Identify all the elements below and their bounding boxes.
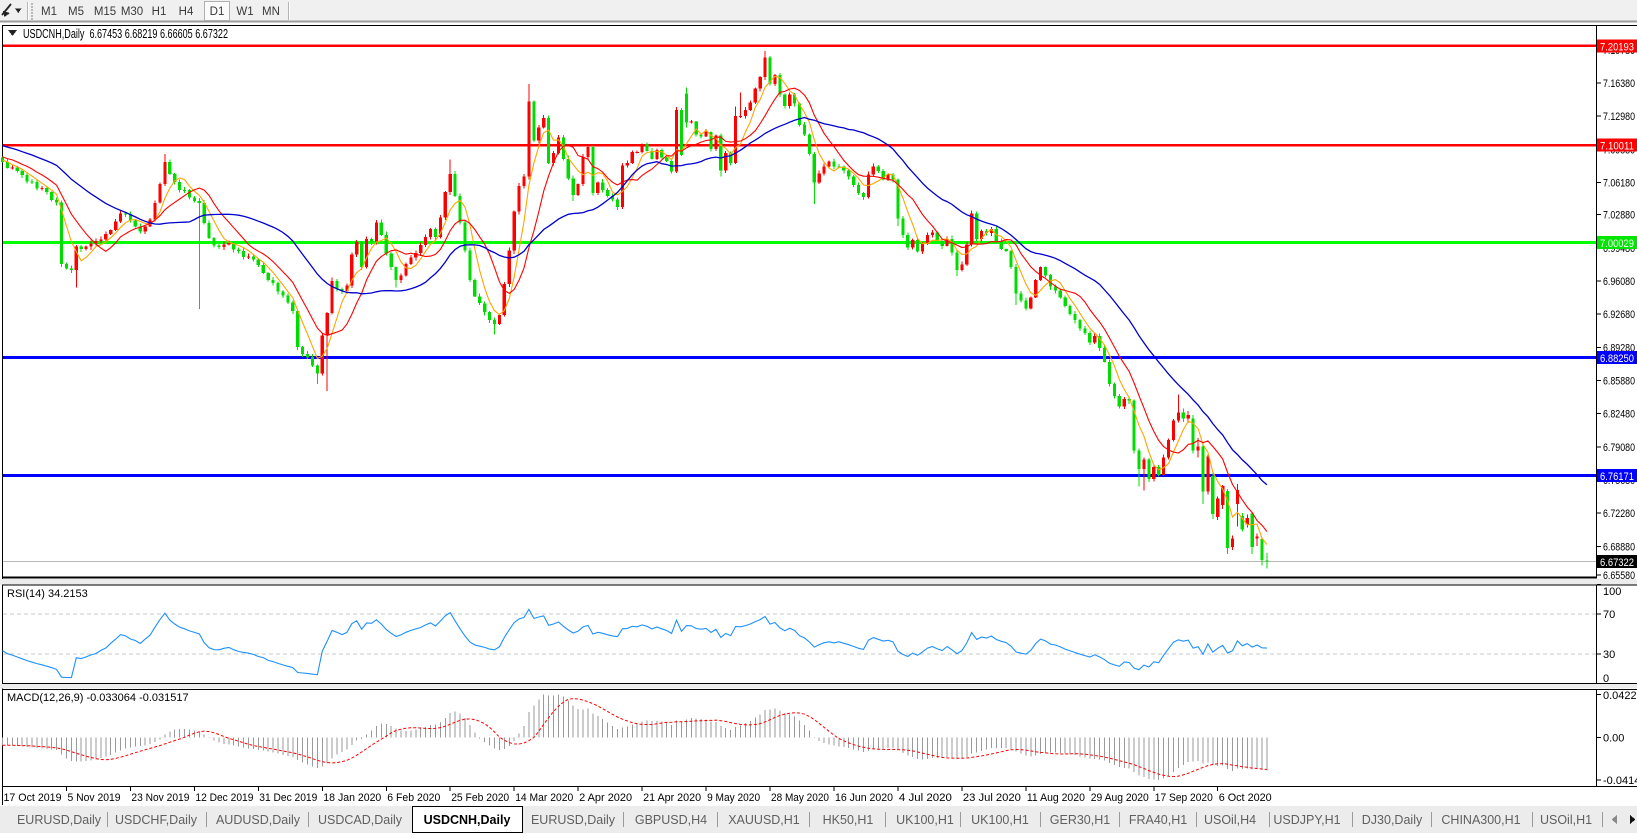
svg-text:23 Jul 2020: 23 Jul 2020 <box>963 792 1021 804</box>
svg-text:M5: M5 <box>68 6 84 18</box>
svg-text:4 Jul 2020: 4 Jul 2020 <box>899 792 952 804</box>
svg-text:USDCNH,Daily: USDCNH,Daily <box>424 813 511 827</box>
svg-text:AUDUSD,Daily: AUDUSD,Daily <box>216 813 301 827</box>
svg-text:17 Sep 2020: 17 Sep 2020 <box>1155 792 1213 804</box>
svg-text:2 Apr 2020: 2 Apr 2020 <box>579 792 632 804</box>
svg-text:6.82480: 6.82480 <box>1603 409 1635 421</box>
svg-text:6.96080: 6.96080 <box>1603 276 1635 288</box>
svg-text:23 Nov 2019: 23 Nov 2019 <box>131 792 189 804</box>
svg-text:28 May 2020: 28 May 2020 <box>771 792 829 804</box>
svg-text:GER30,H1: GER30,H1 <box>1050 813 1110 827</box>
svg-text:UK100,H1: UK100,H1 <box>971 813 1029 827</box>
svg-text:30: 30 <box>1603 649 1615 661</box>
svg-text:6.79080: 6.79080 <box>1603 442 1635 454</box>
svg-text:H4: H4 <box>179 6 194 18</box>
svg-text:M30: M30 <box>121 6 143 18</box>
svg-text:MN: MN <box>262 6 280 18</box>
svg-text:6.85880: 6.85880 <box>1603 376 1635 388</box>
svg-text:CHINA300,H1: CHINA300,H1 <box>1441 813 1520 827</box>
svg-text:RSI(14) 34.2153: RSI(14) 34.2153 <box>7 588 88 600</box>
svg-text:6.67322: 6.67322 <box>1600 557 1634 569</box>
svg-text:70: 70 <box>1603 609 1615 621</box>
svg-text:14 Mar 2020: 14 Mar 2020 <box>515 792 573 804</box>
svg-text:16 Jun 2020: 16 Jun 2020 <box>835 792 893 804</box>
svg-text:EURUSD,Daily: EURUSD,Daily <box>17 813 102 827</box>
svg-text:6.88250: 6.88250 <box>1600 353 1634 365</box>
svg-text:6.76171: 6.76171 <box>1600 471 1634 483</box>
svg-text:5 Nov 2019: 5 Nov 2019 <box>68 792 121 804</box>
svg-text:7.20193: 7.20193 <box>1600 41 1634 53</box>
svg-text:6 Feb 2020: 6 Feb 2020 <box>387 792 440 804</box>
svg-text:W1: W1 <box>236 6 253 18</box>
svg-text:MACD(12,26,9) -0.033064 -0.031: MACD(12,26,9) -0.033064 -0.031517 <box>7 692 189 704</box>
svg-text:USDCNH,Daily 6.67453 6.68219: USDCNH,Daily 6.67453 6.68219 6.66605 6.6… <box>23 27 228 41</box>
svg-text:DJ30,Daily: DJ30,Daily <box>1362 813 1423 827</box>
svg-text:9 May 2020: 9 May 2020 <box>707 792 760 804</box>
svg-text:7.10011: 7.10011 <box>1600 141 1634 153</box>
svg-text:18 Jan 2020: 18 Jan 2020 <box>323 792 381 804</box>
svg-text:M15: M15 <box>94 6 116 18</box>
svg-text:6.92680: 6.92680 <box>1603 309 1635 321</box>
svg-text:HK50,H1: HK50,H1 <box>823 813 874 827</box>
svg-text:12 Dec 2019: 12 Dec 2019 <box>195 792 253 804</box>
svg-text:7.00029: 7.00029 <box>1600 238 1634 250</box>
svg-text:6.72280: 6.72280 <box>1603 508 1635 520</box>
svg-text:USDCAD,Daily: USDCAD,Daily <box>318 813 403 827</box>
svg-text:-0.04148: -0.04148 <box>1603 775 1637 787</box>
svg-text:31 Dec 2019: 31 Dec 2019 <box>259 792 317 804</box>
svg-text:XAUUSD,H1: XAUUSD,H1 <box>728 813 800 827</box>
svg-text:USOil,H1: USOil,H1 <box>1540 813 1592 827</box>
svg-text:0.00: 0.00 <box>1603 733 1624 745</box>
svg-text:UK100,H1: UK100,H1 <box>896 813 954 827</box>
svg-text:USOil,H4: USOil,H4 <box>1204 813 1256 827</box>
svg-text:17 Oct 2019: 17 Oct 2019 <box>4 792 62 804</box>
svg-text:7.06180: 7.06180 <box>1603 178 1635 190</box>
svg-text:100: 100 <box>1603 586 1621 598</box>
svg-text:25 Feb 2020: 25 Feb 2020 <box>451 792 509 804</box>
svg-text:M1: M1 <box>41 6 57 18</box>
svg-text:7.12980: 7.12980 <box>1603 111 1635 123</box>
svg-text:6 Oct 2020: 6 Oct 2020 <box>1219 792 1272 804</box>
svg-text:GBPUSD,H4: GBPUSD,H4 <box>635 813 707 827</box>
svg-text:0: 0 <box>1603 673 1609 685</box>
svg-text:USDJPY,H1: USDJPY,H1 <box>1273 813 1340 827</box>
svg-text:6.68880: 6.68880 <box>1603 541 1635 553</box>
svg-text:7.02880: 7.02880 <box>1603 210 1635 222</box>
svg-text:29 Aug 2020: 29 Aug 2020 <box>1091 792 1149 804</box>
svg-text:FRA40,H1: FRA40,H1 <box>1129 813 1187 827</box>
svg-text:0.042275: 0.042275 <box>1603 690 1637 702</box>
svg-text:21 Apr 2020: 21 Apr 2020 <box>643 792 701 804</box>
svg-text:H1: H1 <box>152 6 167 18</box>
svg-text:USDCHF,Daily: USDCHF,Daily <box>115 813 198 827</box>
svg-text:11 Aug 2020: 11 Aug 2020 <box>1027 792 1085 804</box>
svg-text:EURUSD,Daily: EURUSD,Daily <box>531 813 616 827</box>
svg-text:7.16380: 7.16380 <box>1603 78 1635 90</box>
svg-text:D1: D1 <box>210 6 225 18</box>
